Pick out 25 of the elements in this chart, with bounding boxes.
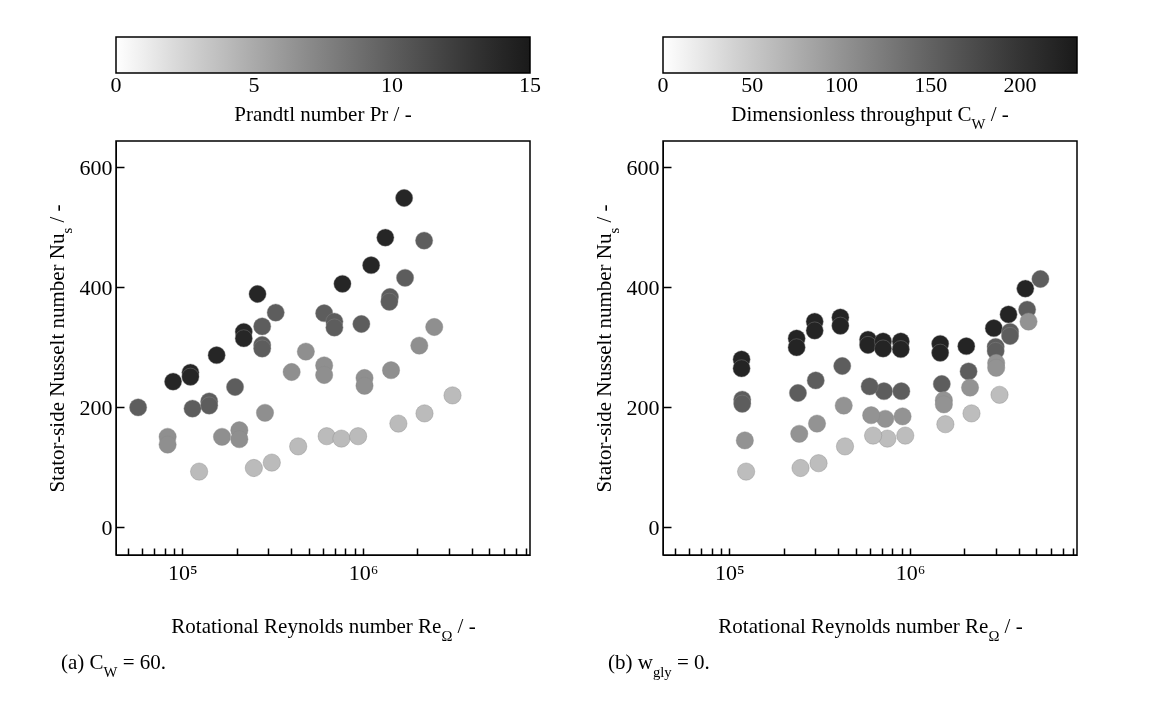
y-tick-label: 600	[79, 154, 113, 180]
color-bar-label: 5	[248, 72, 260, 97]
color-bar-label: 100	[824, 72, 858, 97]
y-tick-label: 600	[626, 154, 660, 180]
x-tick-label: 10⁶	[348, 559, 379, 585]
y-tick-label: 400	[79, 274, 113, 300]
color-bar-label: 10	[381, 72, 403, 97]
color-bar-label: 15	[519, 72, 541, 97]
color-bar-title: Prandtl number Pr / -	[234, 102, 412, 126]
x-axis-title: Rotational Reynolds number Re$_{Ω}$ / -	[171, 613, 476, 644]
y-tick-label: 400	[626, 274, 660, 300]
color-bar-label: 150	[914, 72, 948, 97]
y-tick-label: 0	[101, 514, 113, 540]
color-bar-title: Dimensionless throughput C$_{W}$ / -	[731, 102, 1009, 132]
color-bar-label: 50	[741, 72, 764, 97]
text: (b) w$_{gly}$ = 0.	[608, 650, 710, 680]
y-tick-label: 0	[648, 514, 660, 540]
color-bar-label: 200	[1003, 72, 1037, 97]
x-tick-label: 10⁶	[895, 559, 926, 585]
x-axis-title: Rotational Reynolds number Re$_{Ω}$ / -	[718, 613, 1023, 644]
y-tick-label: 200	[626, 394, 660, 420]
y-tick-label: 200	[79, 394, 113, 420]
text: (a) C$_{W}$ = 60.	[61, 650, 167, 680]
x-tick-label: 10⁵	[167, 559, 198, 585]
x-tick-label: 10⁵	[714, 559, 745, 585]
